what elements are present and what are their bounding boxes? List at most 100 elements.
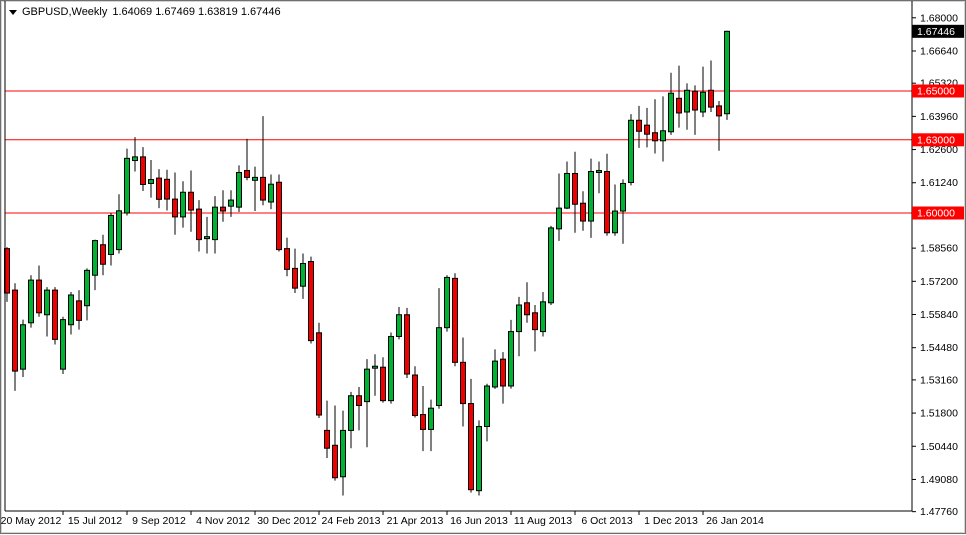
candle-body	[92, 240, 98, 276]
price-level-label-bg	[912, 206, 964, 220]
candle-body	[484, 385, 490, 428]
chevron-down-icon[interactable]	[9, 10, 17, 15]
candle-body	[108, 214, 114, 255]
date-tick-label: 21 Apr 2013	[387, 515, 444, 527]
candle-body	[612, 210, 618, 234]
ohlc-values-label: 1.64069 1.67469 1.63819 1.67446	[112, 6, 281, 18]
candle-body	[236, 171, 242, 208]
candle-body	[564, 172, 570, 209]
candle-body	[372, 365, 378, 369]
price-tick-label: 1.47760	[920, 506, 958, 518]
price-tick-label: 1.62600	[920, 144, 958, 156]
price-level-label: 1.65000	[917, 86, 955, 98]
candle-body	[268, 183, 274, 203]
candle-body	[436, 327, 442, 407]
price-tick-label: 1.49080	[920, 474, 958, 486]
candle-body	[164, 178, 170, 200]
symbol-timeframe-label: GBPUSD,Weekly	[22, 6, 108, 18]
candle-body	[36, 279, 42, 314]
date-tick-label: 4 Nov 2012	[196, 515, 250, 527]
candle-body	[140, 156, 146, 185]
candle-body	[444, 276, 450, 329]
price-tick-label: 1.51800	[920, 408, 958, 420]
candle-body	[412, 374, 418, 417]
candle-body	[644, 124, 650, 135]
candle-body	[452, 277, 458, 363]
candle-body	[100, 244, 106, 265]
date-tick-label: 26 Jan 2014	[706, 515, 764, 527]
candle-body	[668, 92, 674, 133]
candle-body	[84, 269, 90, 307]
candle-body	[220, 206, 226, 212]
candle-body	[500, 358, 506, 387]
candle-body	[468, 403, 474, 491]
candle-body	[156, 177, 162, 200]
date-tick-label: 16 Jun 2013	[450, 515, 508, 527]
price-tick-label: 1.55840	[920, 309, 958, 321]
candle-body	[196, 208, 202, 241]
candle-body	[708, 89, 714, 108]
date-tick-label: 15 Jul 2012	[68, 515, 122, 527]
current-price-label: 1.67446	[917, 26, 955, 38]
candle-body	[340, 429, 346, 478]
price-tick-label: 1.53160	[920, 374, 958, 386]
candle-body	[356, 395, 362, 407]
date-tick-label: 30 Dec 2012	[257, 515, 317, 527]
candle-body	[540, 301, 546, 333]
price-tick-label: 1.57200	[920, 276, 958, 288]
candle-body	[300, 263, 306, 287]
date-tick-label: 11 Aug 2013	[514, 515, 572, 527]
candle-body	[148, 179, 154, 184]
candle-body	[596, 170, 602, 173]
date-tick-label: 1 Dec 2013	[644, 515, 698, 527]
candle-body	[76, 300, 82, 321]
candle-body	[396, 314, 402, 337]
candle-body	[284, 248, 290, 270]
candle-body	[348, 395, 354, 431]
candle-body	[620, 182, 626, 212]
candle-body	[292, 267, 298, 289]
price-tick-label: 1.61240	[920, 177, 958, 189]
candle-body	[556, 207, 562, 230]
candle-body	[52, 289, 58, 340]
candle-body	[580, 202, 586, 222]
candle-body	[652, 132, 658, 142]
candle-body	[604, 171, 610, 234]
candle-body	[420, 414, 426, 430]
price-level-label: 1.60000	[917, 208, 955, 220]
date-tick-label: 6 Oct 2013	[581, 515, 633, 527]
candle-body	[636, 119, 642, 132]
candle-body	[316, 332, 322, 416]
date-tick-label: 20 May 2012	[1, 515, 62, 527]
candle-body	[364, 368, 370, 403]
candle-body	[60, 319, 66, 370]
candle-body	[692, 90, 698, 111]
price-tick-label: 1.63960	[920, 111, 958, 123]
candle-body	[68, 294, 74, 326]
candle-body	[28, 279, 34, 324]
candle-body	[516, 304, 522, 333]
candle-body	[380, 366, 386, 402]
candle-body	[324, 429, 330, 449]
candle-body	[700, 91, 706, 113]
candle-body	[172, 198, 178, 218]
candle-body	[20, 324, 26, 370]
candle-body	[508, 331, 514, 387]
candle-body	[524, 302, 530, 316]
candle-body	[388, 335, 394, 402]
price-level-label: 1.63000	[917, 134, 955, 146]
candle-body	[628, 119, 634, 183]
candle-body	[684, 89, 690, 113]
price-tick-label: 1.58560	[920, 243, 958, 255]
candle-body	[476, 426, 482, 492]
candle-body	[212, 206, 218, 241]
price-tick-label: 1.54480	[920, 342, 958, 354]
candle-body	[492, 360, 498, 388]
candle-body	[244, 170, 250, 178]
chart-title-bar: GBPUSD,Weekly 1.64069 1.67469 1.63819 1.…	[9, 6, 281, 18]
candle-body	[428, 407, 434, 430]
candle-body	[676, 97, 682, 114]
candle-body	[572, 172, 578, 205]
